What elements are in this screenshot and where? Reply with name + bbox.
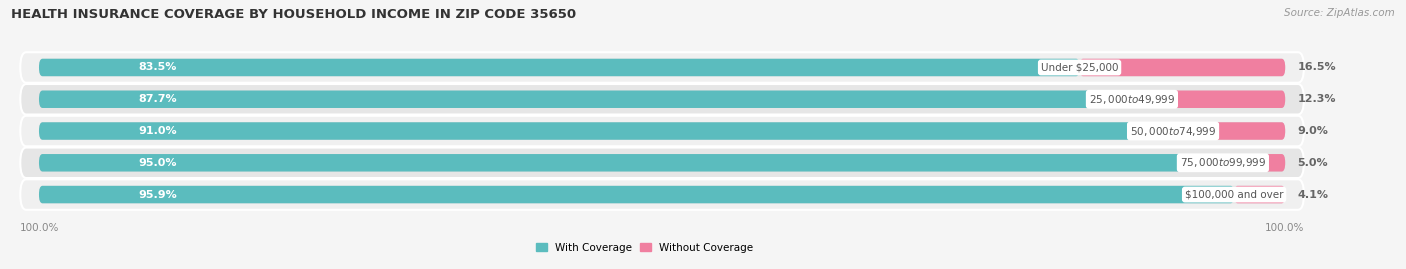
- FancyBboxPatch shape: [20, 179, 1303, 210]
- FancyBboxPatch shape: [1080, 59, 1285, 76]
- Text: 4.1%: 4.1%: [1298, 190, 1329, 200]
- FancyBboxPatch shape: [39, 154, 1285, 172]
- Text: $50,000 to $74,999: $50,000 to $74,999: [1130, 125, 1216, 137]
- FancyBboxPatch shape: [20, 147, 1303, 178]
- FancyBboxPatch shape: [1173, 122, 1285, 140]
- Text: $75,000 to $99,999: $75,000 to $99,999: [1180, 156, 1265, 169]
- Text: $100,000 and over: $100,000 and over: [1185, 190, 1284, 200]
- FancyBboxPatch shape: [39, 59, 1285, 76]
- Text: 91.0%: 91.0%: [139, 126, 177, 136]
- Text: 12.3%: 12.3%: [1298, 94, 1336, 104]
- FancyBboxPatch shape: [39, 59, 1080, 76]
- FancyBboxPatch shape: [20, 116, 1303, 146]
- FancyBboxPatch shape: [39, 90, 1132, 108]
- FancyBboxPatch shape: [1234, 186, 1285, 203]
- FancyBboxPatch shape: [1223, 154, 1285, 172]
- Text: Source: ZipAtlas.com: Source: ZipAtlas.com: [1284, 8, 1395, 18]
- FancyBboxPatch shape: [39, 90, 1285, 108]
- FancyBboxPatch shape: [39, 122, 1285, 140]
- Text: 5.0%: 5.0%: [1298, 158, 1329, 168]
- FancyBboxPatch shape: [39, 154, 1223, 172]
- FancyBboxPatch shape: [20, 84, 1303, 115]
- Text: 100.0%: 100.0%: [1264, 223, 1303, 233]
- Text: 16.5%: 16.5%: [1298, 62, 1336, 72]
- Text: 9.0%: 9.0%: [1298, 126, 1329, 136]
- FancyBboxPatch shape: [39, 122, 1173, 140]
- Text: 87.7%: 87.7%: [139, 94, 177, 104]
- Text: HEALTH INSURANCE COVERAGE BY HOUSEHOLD INCOME IN ZIP CODE 35650: HEALTH INSURANCE COVERAGE BY HOUSEHOLD I…: [11, 8, 576, 21]
- Text: 100.0%: 100.0%: [20, 223, 59, 233]
- Text: $25,000 to $49,999: $25,000 to $49,999: [1088, 93, 1175, 106]
- Text: Under $25,000: Under $25,000: [1040, 62, 1118, 72]
- Text: 95.9%: 95.9%: [139, 190, 177, 200]
- FancyBboxPatch shape: [39, 186, 1285, 203]
- Legend: With Coverage, Without Coverage: With Coverage, Without Coverage: [531, 238, 758, 257]
- FancyBboxPatch shape: [20, 52, 1303, 83]
- Text: 83.5%: 83.5%: [139, 62, 177, 72]
- Text: 95.0%: 95.0%: [139, 158, 177, 168]
- FancyBboxPatch shape: [1132, 90, 1285, 108]
- FancyBboxPatch shape: [39, 186, 1234, 203]
